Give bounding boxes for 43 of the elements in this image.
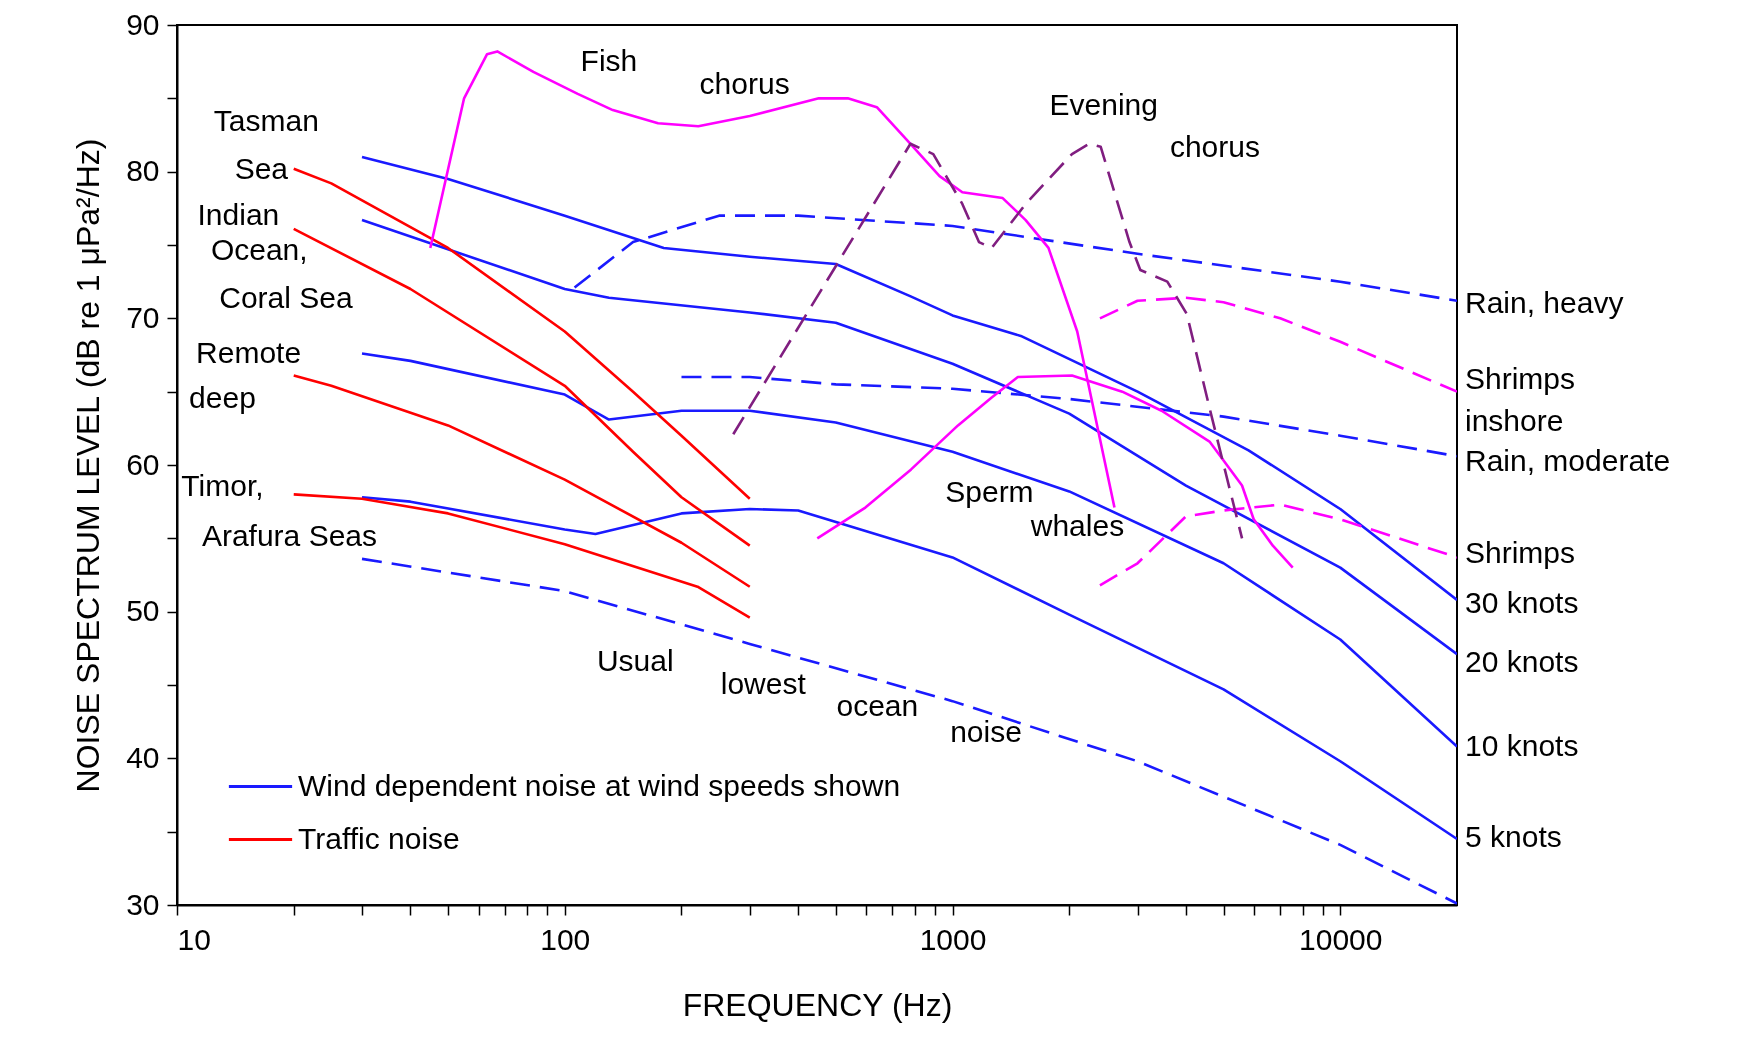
annotation: lowest	[720, 667, 807, 700]
y-axis-title: NOISE SPECTRUM LEVEL (dB re 1 μPa²/Hz)	[70, 138, 107, 793]
legend-label: Traffic noise	[298, 821, 460, 855]
y-tick-label: 30	[126, 887, 160, 921]
annotation: Arafura Seas	[201, 518, 378, 552]
annotation: ocean	[836, 689, 919, 722]
annotation: noise	[950, 715, 1022, 749]
x-tick-label: 1000	[919, 922, 987, 956]
annotation: chorus	[1169, 130, 1260, 164]
y-tick-label: 80	[126, 154, 160, 188]
annotation: Timor,	[181, 469, 264, 502]
annotation: deep	[189, 381, 256, 414]
x-axis-title: FREQUENCY (Hz)	[682, 986, 953, 1023]
annotation: Remote	[196, 335, 302, 369]
y-tick-label: 50	[126, 594, 160, 628]
annotation: Sperm	[945, 474, 1034, 508]
x-tick-label: 10	[177, 922, 211, 956]
text: 30 knots	[1465, 586, 1579, 620]
annotation: Indian	[197, 197, 280, 231]
text: Rain, moderate	[1465, 444, 1671, 478]
annotation: Ocean,	[210, 232, 308, 266]
annotation: Usual	[596, 643, 674, 677]
text: inshore	[1465, 404, 1564, 438]
annotation: chorus	[699, 67, 790, 101]
annotation: whales	[1029, 508, 1125, 542]
y-tick-label: 40	[126, 740, 160, 774]
annotation: Evening	[1049, 87, 1158, 121]
text: Rain, heavy	[1465, 285, 1624, 319]
text: Shrimps	[1465, 536, 1576, 570]
text: 20 knots	[1465, 645, 1579, 678]
y-tick-label: 60	[126, 447, 160, 481]
text: 5 knots	[1465, 819, 1562, 853]
text: 10 knots	[1465, 728, 1579, 762]
annotation: Tasman	[213, 103, 319, 137]
text: Shrimps	[1465, 361, 1576, 395]
annotation: Coral Sea	[219, 281, 353, 315]
annotation: Sea	[234, 152, 289, 186]
annotation: Fish	[580, 43, 638, 77]
y-tick-label: 90	[126, 7, 160, 41]
legend-label: Wind dependent noise at wind speeds shown	[298, 768, 901, 802]
x-tick-label: 10000	[1299, 922, 1383, 956]
x-tick-label: 100	[540, 922, 591, 956]
y-tick-label: 70	[126, 300, 160, 334]
